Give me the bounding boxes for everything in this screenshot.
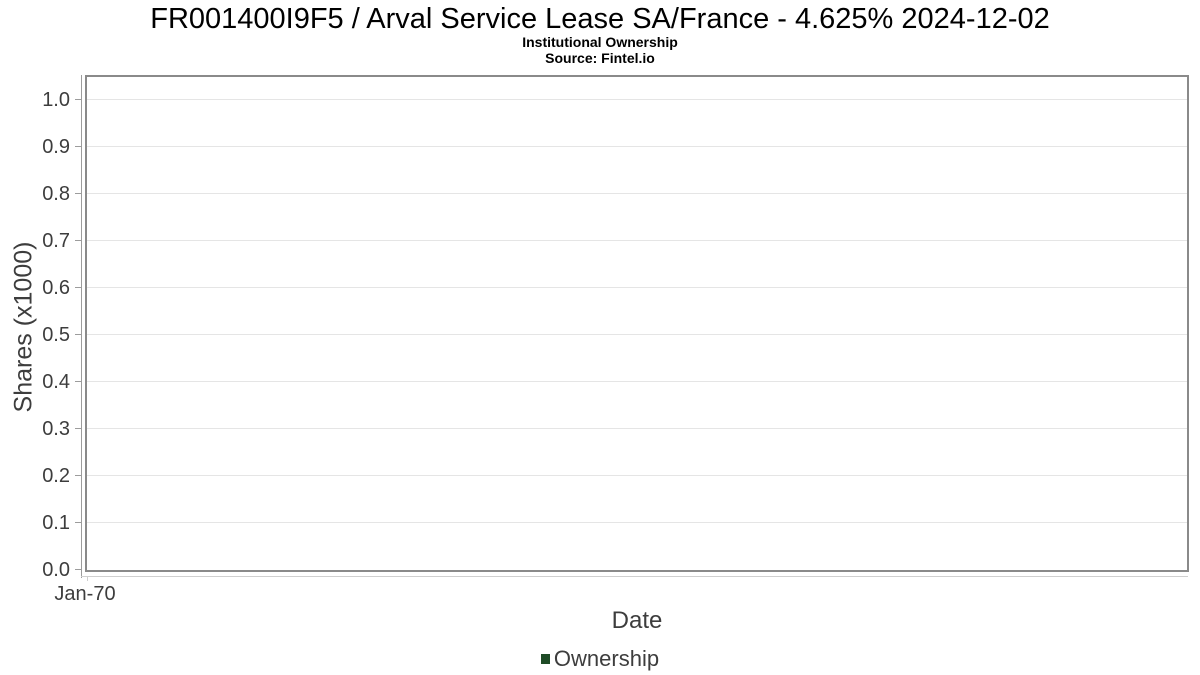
gridline-y-0.6 — [87, 287, 1187, 288]
x-axis-line — [81, 576, 1188, 577]
y-tick-mark-0.2 — [75, 475, 82, 476]
ownership-series-marker-icon — [540, 654, 550, 664]
gridline-y-0.3 — [87, 428, 1187, 429]
y-tick-label-0.1: 0.1 — [42, 512, 70, 534]
y-tick-label-0.7: 0.7 — [42, 230, 70, 252]
y-tick-label-1.0: 1.0 — [42, 89, 70, 111]
gridline-y-0.9 — [87, 146, 1187, 147]
legend-item-ownership[interactable]: Ownership — [540, 646, 660, 672]
gridline-y-0.8 — [87, 193, 1187, 194]
y-tick-label-0.3: 0.3 — [42, 418, 70, 440]
y-tick-label-0.9: 0.9 — [42, 136, 70, 158]
gridline-y-0.5 — [87, 334, 1187, 335]
y-tick-mark-0.7 — [75, 240, 82, 241]
y-tick-label-0.6: 0.6 — [42, 277, 70, 299]
y-tick-mark-0.9 — [75, 146, 82, 147]
y-axis-title: Shares (x1000) — [9, 241, 38, 413]
y-tick-mark-0.0 — [75, 569, 82, 570]
x-axis-tick-mark — [87, 577, 88, 581]
chart-subtitle: Institutional Ownership — [522, 34, 678, 50]
y-tick-mark-0.4 — [75, 381, 82, 382]
chart-legend: Ownership — [0, 644, 1200, 674]
y-tick-label-0.2: 0.2 — [42, 465, 70, 487]
y-tick-label-0.5: 0.5 — [42, 324, 70, 346]
legend-label-ownership: Ownership — [553, 646, 660, 671]
y-tick-mark-0.1 — [75, 522, 82, 523]
y-axis-line — [81, 75, 82, 578]
chart-source-credit: Source: Fintel.io — [545, 50, 655, 66]
y-tick-mark-0.3 — [75, 428, 82, 429]
x-axis-title: Date — [611, 607, 663, 634]
y-tick-mark-0.8 — [75, 193, 82, 194]
gridline-y-0.4 — [87, 381, 1187, 382]
gridline-y-0.7 — [87, 240, 1187, 241]
plot-area: Jan-70 Date 0.0 0.1 0.2 0.3 0.4 0.5 0.6 0.7 0.8 0… — [42, 75, 1189, 634]
y-tick-mark-0.6 — [75, 287, 82, 288]
chart-title: FR001400I9F5 / Arval Service Lease SA/Fr… — [150, 3, 1050, 35]
y-tick-mark-0.5 — [75, 334, 82, 335]
y-tick-label-0.0: 0.0 — [42, 559, 70, 581]
gridline-y-1.0 — [87, 99, 1187, 100]
x-tick-label-jan-70: Jan-70 — [54, 583, 116, 605]
y-tick-mark-1.0 — [75, 99, 82, 100]
y-tick-label-0.8: 0.8 — [42, 183, 70, 205]
gridline-y-0.2 — [87, 475, 1187, 476]
y-tick-label-0.4: 0.4 — [42, 371, 70, 393]
gridline-y-0.1 — [87, 522, 1187, 523]
